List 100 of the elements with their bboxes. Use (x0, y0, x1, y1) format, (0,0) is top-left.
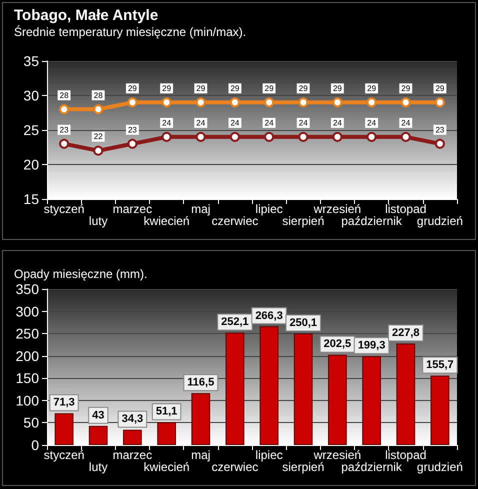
data-label: 116,5 (187, 376, 214, 389)
data-label: 29 (332, 84, 342, 93)
data-label: 29 (401, 84, 411, 93)
point (298, 132, 308, 142)
data-label: 29 (367, 84, 377, 93)
point (127, 97, 138, 108)
bar (260, 326, 278, 445)
data-label: 29 (128, 84, 138, 93)
x-tick-label: czerwiec (212, 460, 258, 474)
x-tick-label: czerwiec (212, 214, 258, 228)
data-label: 28 (60, 90, 70, 100)
y-tick-label: 100 (16, 392, 40, 408)
data-label: 29 (196, 84, 206, 93)
point (400, 97, 411, 108)
point (400, 132, 411, 142)
point (264, 132, 274, 142)
y-tick-label: 15 (23, 191, 40, 207)
x-tick-label: luty (88, 460, 108, 474)
x-tick-label: styczeń (44, 202, 84, 216)
data-label: 266,3 (255, 310, 283, 322)
point (196, 97, 206, 108)
data-label: 29 (264, 84, 274, 93)
point (196, 132, 206, 142)
y-tick-label: 350 (16, 281, 40, 297)
data-label: 24 (298, 118, 308, 128)
x-tick-label: maj (191, 202, 210, 216)
x-tick-label: grudzień (416, 214, 463, 228)
x-tick-label: listopad (385, 202, 426, 216)
x-tick-label: sierpień (282, 214, 324, 228)
data-label: 29 (298, 84, 308, 93)
bar (191, 393, 210, 445)
data-label: 23 (128, 125, 138, 134)
bar (362, 356, 381, 445)
data-label: 71,3 (53, 396, 75, 409)
x-tick-label: luty (88, 214, 108, 228)
point (93, 146, 104, 156)
data-label: 24 (264, 118, 274, 128)
y-tick-label: 0 (31, 437, 40, 453)
data-label: 24 (196, 118, 206, 128)
y-tick-label: 35 (23, 53, 40, 69)
bar (396, 343, 416, 445)
bar (328, 354, 347, 445)
data-label: 29 (435, 84, 445, 93)
data-label: 51,1 (156, 406, 178, 418)
data-label: 23 (435, 125, 445, 134)
point (59, 138, 70, 149)
bar (54, 413, 74, 445)
point (366, 97, 377, 108)
point (332, 132, 342, 142)
y-tick-label: 300 (16, 303, 40, 320)
x-tick-label: maj (191, 448, 210, 462)
data-label: 29 (230, 84, 240, 93)
point (298, 97, 308, 108)
y-tick-label: 50 (23, 414, 40, 431)
point (264, 97, 274, 108)
data-label: 155,7 (426, 359, 454, 372)
y-tick-label: 25 (23, 122, 40, 138)
x-tick-label: wrzesień (312, 448, 362, 462)
point (59, 104, 70, 114)
x-tick-label: grudzień (416, 460, 463, 474)
x-tick-label: lipiec (255, 448, 283, 462)
data-label: 34,3 (122, 413, 144, 426)
x-tick-label: lipiec (255, 202, 283, 216)
point (162, 132, 172, 142)
x-tick-label: kwiecień (144, 460, 190, 474)
data-label: 252,1 (221, 316, 249, 328)
bar (88, 426, 108, 445)
data-label: 24 (162, 118, 172, 128)
data-label: 202,5 (324, 338, 352, 350)
point (230, 132, 240, 142)
data-label: 22 (94, 132, 104, 142)
data-label: 28 (94, 90, 104, 100)
x-tick-label: sierpień (282, 460, 324, 474)
data-label: 24 (230, 118, 240, 128)
chart-subtitle: Średnie temperatury miesięczne (min/max). (14, 25, 246, 39)
x-tick-label: styczeń (44, 448, 84, 462)
x-tick-label: marzec (112, 448, 152, 462)
chart-title: Tobago, Małe Antyle (14, 7, 158, 24)
point (162, 97, 172, 108)
data-label: 250,1 (289, 317, 318, 330)
chart-title: Opady miesięczne (mm). (14, 267, 148, 281)
x-tick-label: wrzesień (312, 202, 362, 216)
x-tick-label: kwiecień (144, 214, 190, 228)
point (434, 97, 445, 108)
data-label: 29 (162, 84, 172, 93)
bar (123, 430, 142, 445)
point (332, 97, 342, 108)
x-tick-label: październik (341, 214, 403, 228)
y-tick-label: 200 (16, 348, 40, 364)
bar (430, 376, 450, 445)
point (93, 104, 104, 114)
point (127, 138, 138, 149)
data-label: 199,3 (358, 340, 386, 352)
x-tick-label: październik (341, 460, 403, 474)
data-label: 227,8 (392, 326, 420, 339)
bar (157, 422, 176, 445)
point (230, 97, 240, 108)
x-tick-label: listopad (385, 448, 426, 462)
data-label: 23 (60, 125, 70, 134)
y-tick-label: 150 (16, 370, 40, 386)
